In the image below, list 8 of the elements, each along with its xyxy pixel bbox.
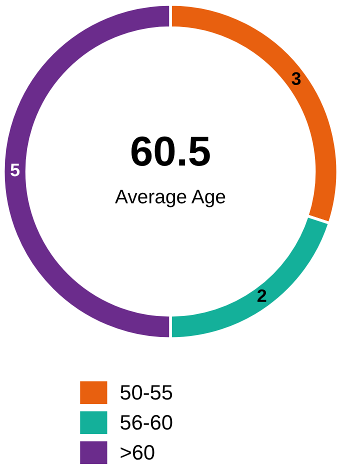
- data-label: 5: [10, 164, 20, 176]
- legend-label: >60: [120, 445, 154, 460]
- data-label: 2: [257, 289, 266, 302]
- legend-label: 50-55: [120, 385, 172, 400]
- legend-label: 56-60: [120, 415, 172, 430]
- data-label: 3: [292, 72, 301, 85]
- text: 60.5: [131, 136, 210, 166]
- text: Average Age: [115, 190, 226, 208]
